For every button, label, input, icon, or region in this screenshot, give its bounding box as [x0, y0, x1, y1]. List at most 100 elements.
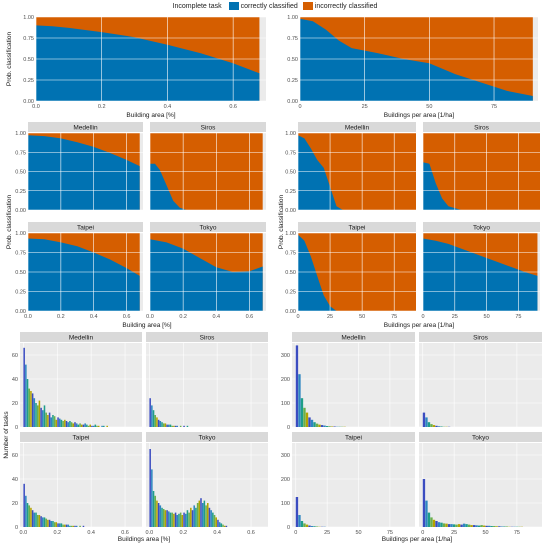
histogram-bar [152, 491, 155, 527]
histogram-bar [445, 523, 448, 527]
y-tick-label: 0.00 [287, 99, 298, 105]
histogram-bar [82, 424, 85, 427]
histogram-bar [475, 525, 478, 527]
correct-area [423, 162, 540, 210]
y-axis-title: Prob. classification [6, 32, 13, 87]
y-tick-label: 300 [281, 453, 290, 459]
correct-area [28, 238, 140, 311]
x-tick-label: 75 [387, 530, 393, 536]
x-tick-label: 25 [362, 104, 368, 110]
histogram-bar [432, 519, 436, 527]
histogram-bar [42, 517, 44, 527]
y-tick-label: 0.25 [285, 189, 296, 195]
histogram-bar [480, 525, 483, 527]
histogram-bar [432, 425, 436, 427]
y-tick-label: 0.75 [15, 251, 26, 257]
panel-background [419, 343, 542, 427]
histogram-bar [455, 524, 458, 527]
histogram-bar [427, 422, 431, 427]
histogram-bar [149, 398, 151, 427]
y-tick-label: 0.25 [15, 189, 26, 195]
x-tick-label: 50 [355, 530, 361, 536]
histogram-bar [320, 425, 324, 427]
y-tick-label: 1.00 [15, 231, 26, 237]
y-tick-label: 0.75 [285, 150, 296, 156]
x-tick-label: 0 [298, 104, 301, 110]
histogram-bar [53, 522, 56, 527]
y-tick-label: 100 [281, 501, 290, 507]
histogram-bar [69, 421, 71, 427]
y-tick-label: 0.50 [23, 57, 34, 63]
histogram-bar [28, 388, 31, 427]
histogram-bar [23, 347, 25, 427]
y-tick-label: 0.00 [23, 99, 34, 105]
histogram-bar [427, 512, 431, 527]
y-tick-label: 0.25 [287, 78, 298, 84]
y-axis-title: Prob. classification [278, 195, 285, 250]
x-tick-label: 0.2 [57, 314, 65, 320]
histogram-bar [50, 521, 53, 527]
x-tick-label: 75 [491, 104, 497, 110]
histogram-bar [183, 425, 185, 427]
facet-strip-label: Medellin [69, 335, 94, 342]
panel-background [292, 343, 415, 427]
facet-strip [423, 122, 540, 132]
histogram-bar [457, 524, 461, 527]
x-tick-label: 25 [451, 530, 457, 536]
legend-label-incorrect: incorrectly classified [314, 2, 378, 10]
legend-swatch-incorrect [302, 2, 313, 10]
histogram-bar [25, 495, 27, 527]
histogram-bar [157, 503, 160, 527]
histogram-bar [151, 405, 153, 427]
x-axis-title: Building area [%] [122, 322, 171, 329]
y-tick-label: 200 [281, 377, 290, 383]
x-tick-label: 0.4 [213, 530, 221, 536]
histogram-bar [81, 424, 83, 427]
y-tick-label: 40 [12, 477, 18, 483]
facet-strip-label: Siros [474, 125, 490, 132]
histogram-bar [97, 425, 100, 427]
histogram-bar [79, 423, 81, 427]
histogram-bar [58, 418, 61, 427]
histogram-bar [89, 424, 92, 427]
histogram-bar [205, 505, 207, 527]
histogram-bar [169, 424, 172, 427]
y-tick-label: 1.00 [285, 131, 296, 137]
y-tick-label: 0.50 [287, 57, 298, 63]
histogram-bar [26, 379, 29, 427]
legend-label-correct: correctly classified [240, 2, 298, 10]
histogram-bar [201, 503, 204, 527]
histogram-bar [220, 523, 223, 527]
y-axis-title: Prob. classification [6, 195, 13, 250]
histogram-bar [157, 419, 160, 427]
facet-strip [292, 332, 415, 342]
histogram-bar [103, 425, 105, 427]
histogram-bar [64, 524, 66, 527]
histogram-bar [35, 512, 37, 527]
y-tick-label: 40 [12, 377, 18, 383]
correct-area [298, 135, 416, 210]
histogram-bar [447, 524, 451, 527]
x-tick-label: 75 [515, 314, 521, 320]
histogram-bar [203, 500, 206, 527]
histogram-bar [435, 425, 438, 427]
histogram-bar [53, 416, 56, 427]
facet-strip [20, 332, 142, 342]
histogram-bar [161, 507, 163, 527]
histogram-bar [310, 419, 314, 427]
histogram-bar [36, 405, 39, 427]
histogram-bar [470, 525, 473, 527]
correct-area [150, 239, 263, 311]
x-tick-label: 0 [296, 314, 299, 320]
histogram-bar [168, 511, 170, 527]
legend: Incomplete task correctly classified inc… [0, 2, 550, 10]
facet-strip [28, 122, 143, 132]
facet-strip [292, 432, 415, 442]
facet-strip [146, 432, 268, 442]
panel-background [146, 343, 268, 427]
histogram-bar [493, 526, 496, 527]
histogram-bar [96, 425, 98, 427]
histogram-bar [166, 424, 168, 427]
histogram-bar [38, 515, 41, 527]
histogram-bar [79, 525, 81, 527]
